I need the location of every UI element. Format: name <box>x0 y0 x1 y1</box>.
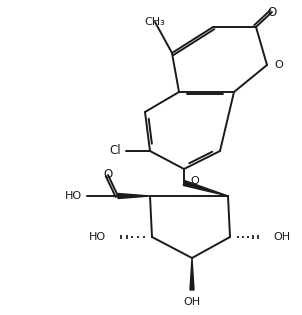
Text: O: O <box>274 60 283 70</box>
Polygon shape <box>118 193 150 198</box>
Polygon shape <box>183 180 228 196</box>
Text: OH: OH <box>183 297 201 307</box>
Text: HO: HO <box>89 232 106 242</box>
Text: Cl: Cl <box>109 145 121 158</box>
Text: O: O <box>103 169 113 181</box>
Text: CH₃: CH₃ <box>145 17 165 27</box>
Polygon shape <box>190 258 194 290</box>
Text: O: O <box>267 5 277 19</box>
Text: OH: OH <box>273 232 290 242</box>
Text: HO: HO <box>65 191 82 201</box>
Text: O: O <box>190 176 199 186</box>
